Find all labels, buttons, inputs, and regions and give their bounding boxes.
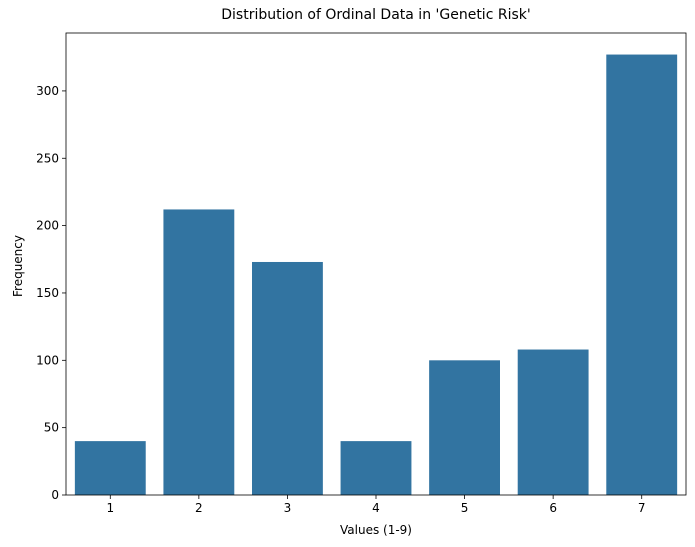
y-tick-label-150: 150 (36, 286, 59, 300)
x-tick-label-4: 4 (372, 501, 380, 515)
x-tick-label-1: 1 (106, 501, 114, 515)
y-tick-label-50: 50 (44, 421, 59, 435)
x-tick-label-6: 6 (549, 501, 557, 515)
y-tick-label-100: 100 (36, 353, 59, 367)
x-axis-label: Values (1-9) (340, 523, 412, 537)
chart-title: Distribution of Ordinal Data in 'Genetic… (221, 7, 530, 23)
y-tick-label-300: 300 (36, 84, 59, 98)
x-tick-label-2: 2 (195, 501, 203, 515)
y-tick-label-250: 250 (36, 151, 59, 165)
bar-4 (340, 441, 412, 495)
y-axis-label: Frequency (11, 235, 25, 297)
y-tick-label-200: 200 (36, 219, 59, 233)
bar-3 (252, 261, 323, 495)
x-tick-label-7: 7 (638, 501, 646, 515)
y-tick-label-0: 0 (51, 488, 59, 502)
bar-6 (517, 349, 589, 495)
x-tick-label-3: 3 (284, 501, 292, 515)
x-tick-label-5: 5 (461, 501, 469, 515)
bar-1 (74, 441, 146, 495)
plot-frame (65, 32, 687, 496)
bar-5 (429, 360, 500, 495)
bar-7 (606, 54, 678, 496)
bar-2 (163, 209, 235, 495)
plot-area: 1 2 3 4 5 6 7 0 50 100 150 200 250 300 (36, 32, 687, 515)
